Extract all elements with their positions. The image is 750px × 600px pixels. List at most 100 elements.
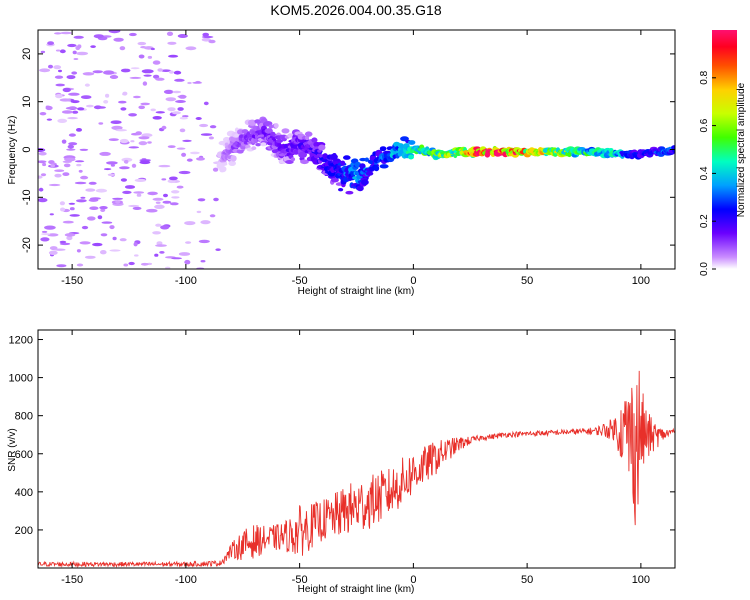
spectrogram-noise-blob (40, 237, 50, 242)
snr-y-tick-label: 1000 (9, 373, 33, 385)
spectrogram-noise-blob (100, 233, 108, 237)
spectrogram-noise-blob (90, 45, 96, 48)
spectrogram-noise-blob (98, 122, 104, 125)
spectrogram-noise-blob (184, 221, 196, 226)
spectrogram-noise-blob (200, 133, 213, 136)
spectrogram-noise-blob (110, 120, 122, 124)
spectrogram-noise-blob (171, 196, 180, 199)
spectrogram-noise-blob (105, 93, 110, 98)
spectrogram-ridge-blob (359, 163, 366, 170)
spectrogram-noise-blob (173, 70, 182, 75)
spectrogram-ridge-blob (281, 128, 290, 134)
spectrogram-noise-blob (115, 129, 127, 132)
spectrogram-noise-blob (160, 69, 172, 72)
spectrogram-noise-blob (172, 111, 181, 115)
spectrogram-noise-blob (215, 248, 221, 251)
snr-y-tick-label: 1200 (9, 335, 33, 347)
spectrogram-ridge-blob (255, 143, 261, 147)
spectrogram-noise-blob (174, 78, 185, 82)
spectrogram-noise-blob (160, 225, 170, 230)
spectrogram-ridge-blob (290, 157, 296, 162)
spectrogram-noise-blob (54, 173, 62, 178)
spectrogram-noise-blob (128, 204, 140, 208)
spectrogram-noise-blob (97, 106, 106, 109)
spectrogram-noise-blob (120, 107, 127, 111)
spectrogram-noise-blob (185, 46, 197, 51)
spectrogram-noise-blob (84, 255, 96, 259)
spectrogram-noise-blob (134, 254, 139, 257)
spectrogram-noise-blob (64, 233, 76, 237)
colorbar-gradient (712, 30, 737, 269)
spectrogram-noise-blob (119, 138, 129, 144)
spectrogram-noise-blob (153, 74, 160, 79)
spectrogram-noise-blob (80, 175, 89, 180)
spectrogram-noise-blob (108, 30, 121, 34)
spectrogram-noise-blob (124, 159, 129, 164)
spectrogram-ridge-blob (311, 137, 318, 143)
spectrogram-noise-blob (103, 168, 112, 171)
snr-y-tick-label: 400 (15, 487, 33, 499)
spectrogram-noise-blob (46, 118, 53, 121)
spectrogram-noise-blob (133, 242, 138, 247)
spectrogram-ridge-blob (298, 151, 307, 158)
spectrogram-ridge-blob (671, 145, 675, 150)
spectrogram-noise-blob (99, 151, 111, 156)
spectrogram-x-tick-label: 0 (410, 275, 416, 287)
spectrogram-noise-blob (121, 157, 133, 162)
spectrogram-noise-blob (55, 83, 65, 87)
spectrogram-x-label: Height of straight line (km) (298, 286, 415, 297)
spectrogram-ridge-blob (228, 160, 236, 166)
spectrogram-noise-blob (74, 181, 87, 185)
spectrogram-noise-blob (158, 164, 171, 168)
spectrogram-noise-blob (95, 188, 108, 193)
spectrogram-noise-blob (77, 44, 82, 49)
spectrogram-noise-blob (141, 69, 154, 74)
spectrogram-noise-blob (178, 252, 191, 256)
spectrogram-noise-blob (76, 163, 82, 167)
spectrogram-noise-blob (80, 95, 92, 99)
spectrogram-noise-blob (202, 32, 209, 37)
colorbar-label: Normalized spectral amplitude (736, 82, 747, 217)
spectrogram-noise-blob (113, 37, 124, 42)
spectrogram-noise-blob (154, 204, 165, 209)
spectrogram-noise-blob (182, 139, 192, 142)
spectrogram-noise-blob (76, 51, 89, 56)
spectrogram-noise-blob (128, 146, 140, 149)
spectrogram-noise-blob (161, 178, 167, 181)
spectrogram-noise-blob (74, 160, 85, 163)
spectrogram-noise-blob (139, 160, 151, 165)
colorbar-tick-label: 0.4 (699, 166, 710, 180)
spectrogram-noise-blob (172, 90, 182, 94)
spectrogram-noise-blob (179, 116, 188, 120)
spectrogram-ridge-blob (365, 171, 374, 176)
spectrogram-noise-blob (59, 201, 65, 206)
spectrogram-noise-blob (84, 83, 90, 87)
spectrogram-noise-blob (170, 257, 183, 260)
spectrogram-noise-blob (108, 138, 119, 142)
spectrogram-x-tick-label: 50 (521, 275, 533, 287)
spectrogram-y-label: Frequency (Hz) (7, 116, 18, 185)
spectrogram-noise-blob (159, 251, 165, 254)
spectrogram-noise-blob (40, 173, 47, 177)
spectrogram-y-tick-label: 0 (21, 146, 33, 152)
spectrogram-noise-blob (195, 117, 202, 120)
spectrogram-noise-blob (63, 163, 71, 168)
spectrogram-noise-blob (67, 43, 77, 48)
spectrogram-noise-blob (196, 157, 205, 161)
spectrogram-noise-blob (92, 70, 104, 74)
spectrogram-noise-blob (106, 161, 118, 165)
spectrogram-noise-blob (141, 133, 153, 138)
spectrogram-noise-blob (140, 102, 150, 106)
spectrogram-ridge-blob (343, 155, 351, 160)
spectrogram-noise-blob (185, 241, 192, 244)
spectrogram-noise-blob (41, 233, 51, 236)
spectrogram-noise-blob (138, 54, 145, 59)
spectrogram-noise-blob (54, 169, 65, 172)
colorbar: 0.0 0.2 0.4 0.6 0.8 Normalized spectral ampl… (699, 30, 747, 276)
spectrogram-noise-blob (54, 32, 62, 35)
spectrogram-noise-blob (76, 249, 81, 253)
spectrogram-noise-blob (133, 95, 141, 99)
spectrogram-noise-blob (179, 128, 186, 133)
spectrogram-noise-blob (155, 201, 161, 204)
